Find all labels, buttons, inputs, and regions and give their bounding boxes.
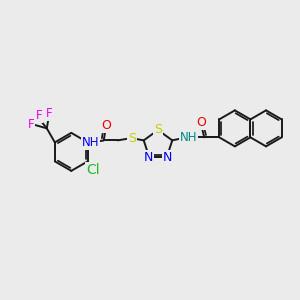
Text: NH: NH [82,136,100,149]
Text: F: F [28,118,34,131]
Text: O: O [196,116,206,129]
Text: F: F [46,107,52,120]
Text: S: S [128,132,136,145]
Text: N: N [143,151,153,164]
Text: Cl: Cl [86,164,100,177]
Text: N: N [163,151,172,164]
Text: F: F [35,109,42,122]
Text: NH: NH [179,131,197,144]
Text: S: S [154,123,162,136]
Text: O: O [101,119,111,132]
